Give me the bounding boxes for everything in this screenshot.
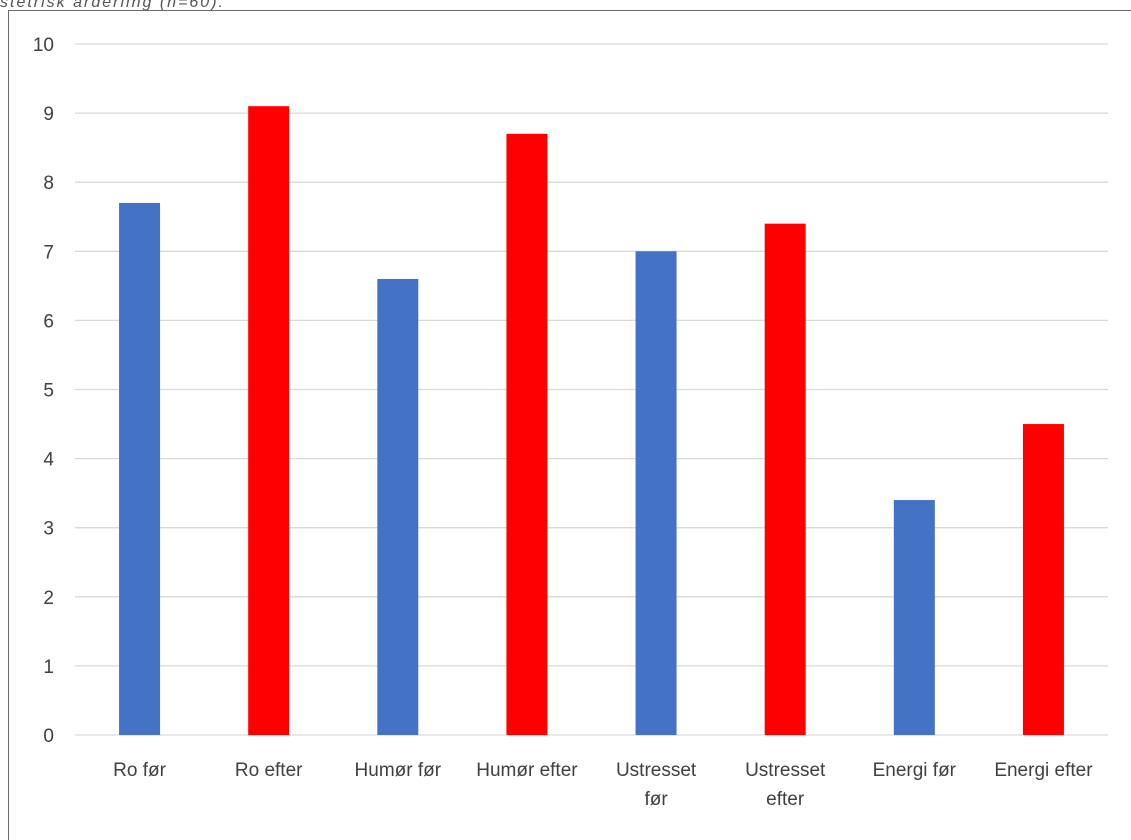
y-tick-label: 8 [43, 173, 54, 194]
x-category-label: Ustresset [745, 760, 826, 781]
bar [1022, 424, 1064, 735]
bar [248, 106, 290, 735]
y-tick-label: 4 [43, 450, 54, 471]
chart-frame [8, 10, 1131, 840]
bars [119, 106, 1064, 736]
y-axis-tick-labels: 0 1 2 3 4 5 6 7 8 9 10 [33, 35, 55, 747]
y-tick-label: 1 [43, 657, 54, 678]
gridlines [75, 43, 1108, 736]
x-category-label: Humør før [355, 760, 442, 781]
y-tick-label: 3 [43, 519, 54, 540]
x-category-label: Humør efter [476, 760, 578, 781]
bar [377, 278, 419, 735]
y-tick-label: 5 [43, 381, 54, 402]
x-axis-category-labels: Ro før Ro efter Humør før Humør efter Ustres… [113, 760, 1093, 810]
x-category-label: før [644, 789, 668, 810]
x-category-label: Energi før [873, 760, 957, 781]
y-tick-label: 7 [43, 242, 54, 263]
x-category-label: Ro efter [235, 760, 303, 781]
bar [506, 133, 548, 735]
bar [635, 251, 677, 736]
y-tick-label: 0 [43, 726, 54, 747]
y-tick-label: 9 [43, 104, 54, 125]
y-tick-label: 10 [33, 35, 54, 56]
bar [893, 500, 935, 735]
x-category-label: efter [766, 789, 805, 810]
x-category-label: Ro før [113, 760, 166, 781]
x-category-label: Ustresset [616, 760, 697, 781]
y-tick-label: 6 [43, 311, 54, 332]
y-tick-label: 2 [43, 588, 54, 609]
bar [119, 202, 161, 735]
x-category-label: Energi efter [994, 760, 1093, 781]
bar [764, 223, 806, 735]
figure-caption: stetrisk arderling (n=60). [0, 0, 225, 11]
